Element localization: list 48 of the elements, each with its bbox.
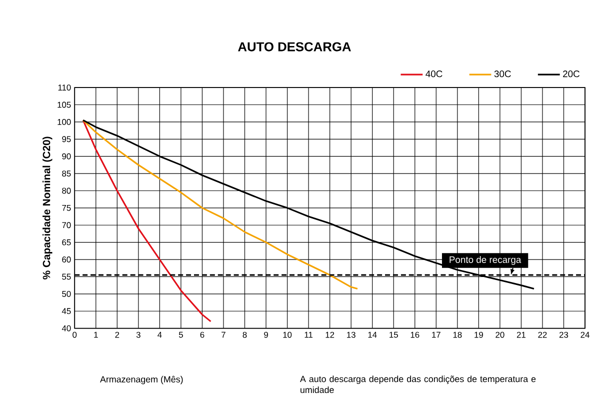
x-axis-title: Armazenagem (Mês) bbox=[100, 376, 183, 384]
x-tick-label: 6 bbox=[200, 332, 204, 338]
x-tick-label: 16 bbox=[410, 332, 420, 338]
y-tick-label: 85 bbox=[62, 170, 71, 177]
x-tick-label: 9 bbox=[264, 332, 268, 338]
x-tick-label: 13 bbox=[347, 332, 356, 338]
y-tick-label: 60 bbox=[62, 256, 71, 263]
y-tick-label: 75 bbox=[62, 205, 71, 211]
x-tick-label: 17 bbox=[432, 332, 440, 338]
y-tick-label: 80 bbox=[62, 188, 71, 194]
y-tick-label: 40 bbox=[62, 325, 71, 332]
legend-label: 30C bbox=[494, 70, 511, 78]
x-tick-label: 19 bbox=[474, 332, 483, 338]
x-tick-label: 1 bbox=[94, 332, 98, 338]
x-tick-label: 2 bbox=[115, 332, 120, 338]
y-tick-label: 50 bbox=[62, 290, 71, 297]
x-tick-label: 4 bbox=[158, 332, 162, 338]
x-tick-label: 10 bbox=[283, 332, 292, 338]
x-tick-label: 7 bbox=[222, 332, 226, 338]
x-tick-label: 23 bbox=[559, 332, 568, 338]
y-tick-label: 55 bbox=[62, 274, 71, 280]
y-tick-label: 95 bbox=[62, 136, 71, 142]
x-tick-label: 3 bbox=[136, 332, 140, 338]
y-tick-label: 105 bbox=[58, 102, 71, 108]
y-tick-label: 90 bbox=[62, 153, 71, 160]
x-tick-label: 18 bbox=[453, 332, 462, 338]
chart-title: AUTO DESCARGA bbox=[238, 42, 351, 52]
x-tick-label: 20 bbox=[496, 332, 504, 338]
y-tick-label: 45 bbox=[62, 308, 71, 314]
x-tick-label: 12 bbox=[326, 332, 334, 338]
y-axis-title: % Capacidade Nominal (C20) bbox=[42, 136, 52, 280]
x-tick-label: 21 bbox=[516, 332, 526, 338]
y-tick-label: 100 bbox=[58, 119, 71, 125]
x-tick-label: 0 bbox=[72, 332, 77, 338]
x-tick-label: 15 bbox=[390, 332, 398, 338]
y-tick-label: 70 bbox=[62, 222, 71, 228]
y-tick-label: 65 bbox=[62, 239, 71, 246]
x-tick-label: 11 bbox=[304, 332, 313, 338]
x-tick-label: 8 bbox=[242, 332, 247, 338]
x-tick-label: 5 bbox=[178, 332, 183, 338]
ref-line-label: Ponto de recarga bbox=[450, 256, 522, 265]
y-tick-label: 110 bbox=[58, 84, 71, 91]
x-tick-label: 24 bbox=[580, 332, 590, 338]
legend-label: 20C bbox=[563, 70, 580, 78]
x-tick-label: 22 bbox=[538, 332, 547, 338]
text: A auto descarga depende das condições de temperatura e umidade bbox=[300, 376, 536, 394]
x-tick-label: 14 bbox=[368, 332, 377, 338]
legend-label: 40C bbox=[426, 70, 442, 78]
